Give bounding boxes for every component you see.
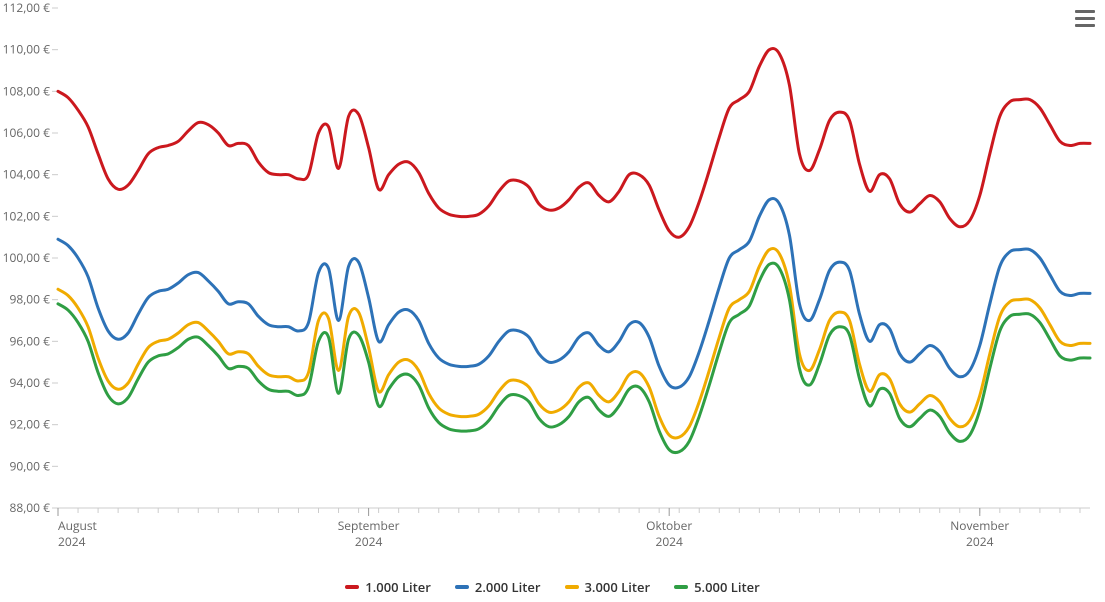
x-tick-month: November: [950, 517, 1009, 534]
x-tick-year: 2024: [655, 533, 683, 550]
legend-item[interactable]: 1.000 Liter: [345, 578, 431, 596]
legend-label: 1.000 Liter: [365, 578, 431, 596]
x-tick-month: August: [58, 517, 97, 534]
x-tick-month: September: [338, 517, 400, 534]
series-line: [58, 199, 1090, 389]
hamburger-menu-icon[interactable]: [1073, 6, 1097, 28]
series-line: [58, 49, 1090, 238]
y-tick-label: 108,00 €: [3, 82, 51, 99]
y-tick-label: 92,00 €: [9, 416, 50, 433]
legend-item[interactable]: 2.000 Liter: [455, 578, 541, 596]
legend-item[interactable]: 3.000 Liter: [565, 578, 651, 596]
x-tick-year: 2024: [58, 533, 86, 550]
y-tick-label: 102,00 €: [3, 207, 51, 224]
legend-swatch: [674, 585, 688, 589]
legend-swatch: [455, 585, 469, 589]
legend-label: 5.000 Liter: [694, 578, 760, 596]
y-tick-label: 96,00 €: [9, 332, 50, 349]
y-tick-label: 112,00 €: [3, 0, 51, 16]
legend-swatch: [345, 585, 359, 589]
series-line: [58, 263, 1090, 453]
y-tick-label: 98,00 €: [9, 291, 50, 308]
price-chart: 88,00 € 90,00 € 92,00 € 94,00 € 96,00 € 98,00…: [0, 0, 1105, 602]
chart-canvas: 88,00 € 90,00 € 92,00 € 94,00 € 96,00 € 98,00…: [0, 0, 1105, 602]
y-tick-label: 104,00 €: [3, 166, 51, 183]
y-tick-label: 90,00 €: [9, 457, 50, 474]
y-tick-label: 100,00 €: [3, 249, 51, 266]
y-tick-label: 88,00 €: [9, 499, 50, 516]
legend-label: 2.000 Liter: [475, 578, 541, 596]
x-tick-year: 2024: [966, 533, 994, 550]
x-tick-month: Oktober: [646, 517, 692, 534]
y-tick-label: 110,00 €: [3, 41, 51, 58]
y-tick-label: 94,00 €: [9, 374, 50, 391]
legend-swatch: [565, 585, 579, 589]
y-tick-label: 106,00 €: [3, 124, 51, 141]
legend-label: 3.000 Liter: [585, 578, 651, 596]
legend: 1.000 Liter 2.000 Liter 3.000 Liter 5.000 L…: [0, 575, 1105, 596]
x-tick-year: 2024: [355, 533, 383, 550]
legend-item[interactable]: 5.000 Liter: [674, 578, 760, 596]
